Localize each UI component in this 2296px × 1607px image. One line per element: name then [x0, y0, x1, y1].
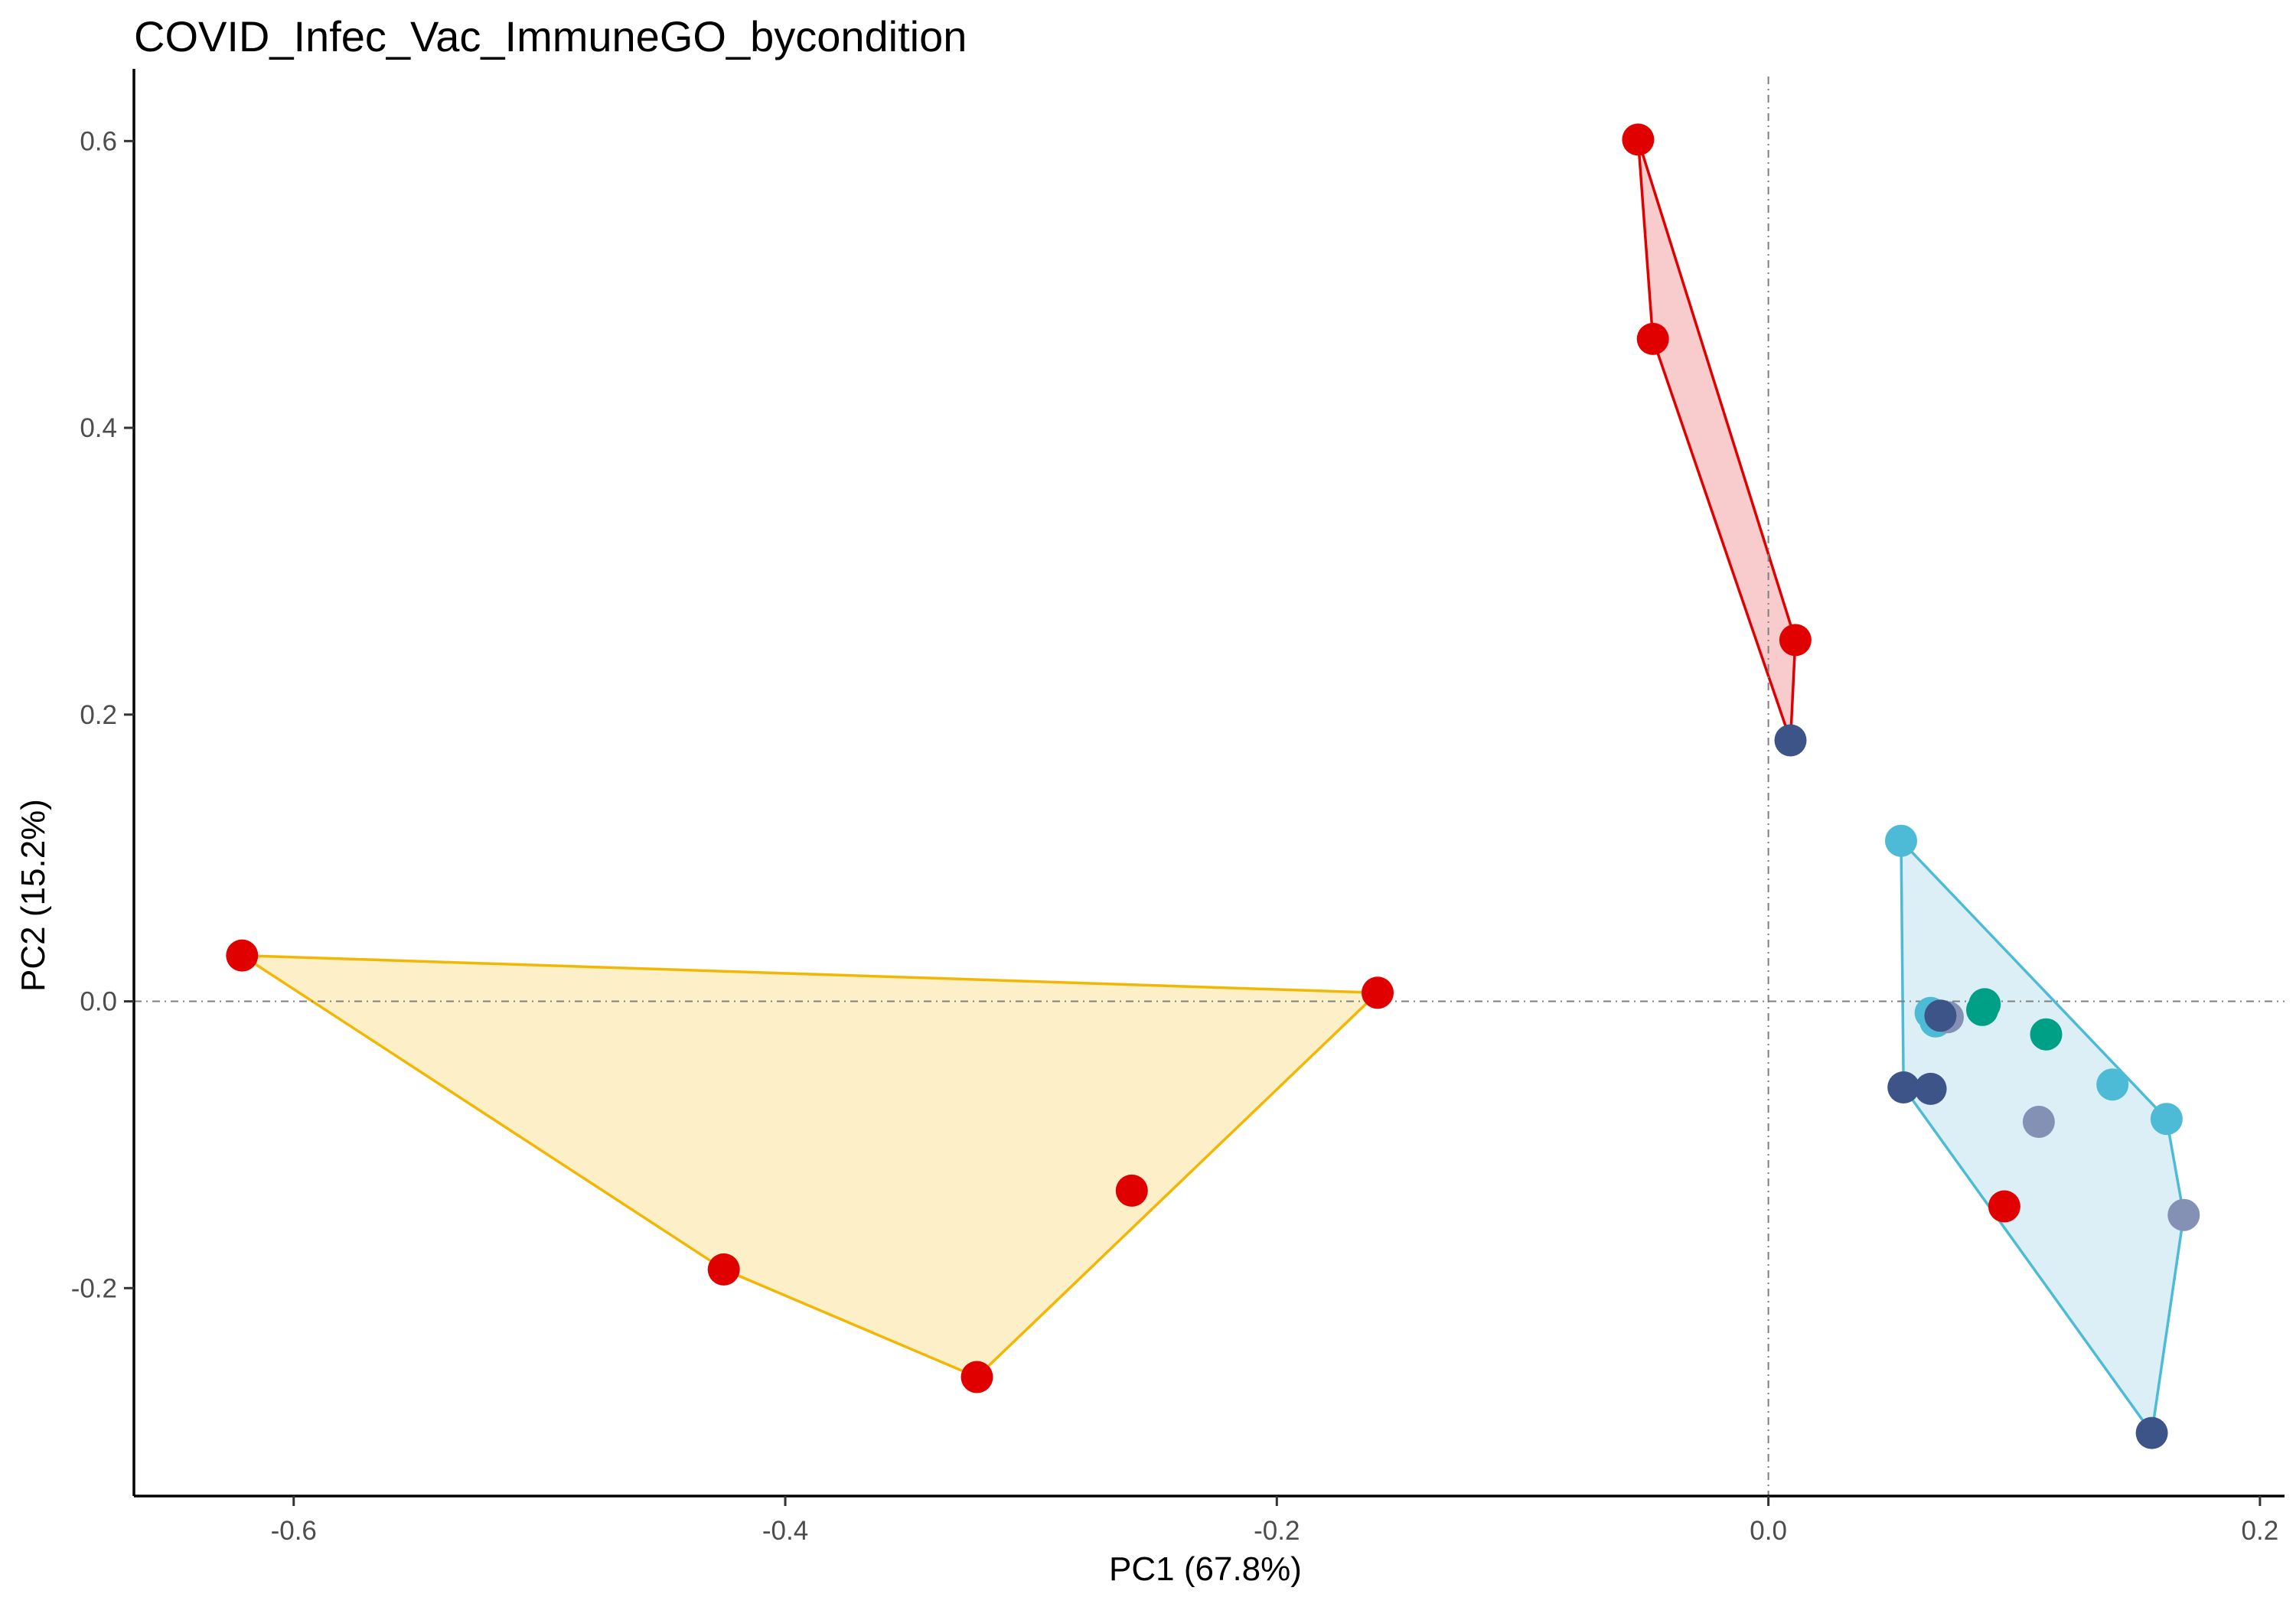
data-point	[1115, 1174, 1148, 1207]
point-layer	[226, 123, 2200, 1449]
y-tick-label: 0.2	[80, 700, 117, 730]
reference-lines	[134, 77, 2285, 1496]
y-axis-title: PC2 (15.2%)	[15, 799, 52, 992]
data-point	[1636, 322, 1669, 355]
data-point	[2150, 1103, 2183, 1136]
data-point	[2022, 1106, 2055, 1138]
x-tick-label: 0.2	[2242, 1516, 2279, 1546]
cluster-hull-1	[240, 953, 1379, 1379]
data-point	[707, 1253, 740, 1286]
y-tick-label: 0.4	[80, 413, 117, 443]
data-point	[1966, 993, 1998, 1026]
cluster-hull-2	[1636, 138, 1797, 742]
y-tick-label: -0.2	[71, 1273, 117, 1303]
y-axis-ticks: -0.2 0.0 0.2 0.4 0.6	[71, 126, 134, 1303]
x-axis-title: PC1 (67.8%)	[1109, 1550, 1302, 1588]
data-point	[960, 1361, 993, 1393]
x-tick-label: -0.6	[271, 1516, 317, 1546]
data-point	[2167, 1198, 2200, 1231]
data-point	[1622, 123, 1655, 156]
chart-title: COVID_Infec_Vac_ImmuneGO_bycondition	[134, 12, 967, 60]
data-point	[1362, 976, 1394, 1009]
data-point	[2096, 1068, 2129, 1101]
data-point	[1887, 1071, 1920, 1103]
data-point	[1779, 624, 1812, 657]
data-point	[1924, 999, 1957, 1032]
x-axis-ticks: -0.6 -0.4 -0.2 0.0 0.2	[271, 1496, 2279, 1546]
x-tick-label: 0.0	[1750, 1516, 1787, 1546]
data-point	[1914, 1072, 1947, 1105]
data-point	[2135, 1416, 2168, 1449]
hull-layer	[240, 138, 2186, 1435]
y-tick-label: 0.6	[80, 126, 117, 156]
data-point	[1988, 1190, 2020, 1223]
data-point	[1774, 724, 1807, 757]
data-point	[1885, 824, 1917, 857]
data-point	[2030, 1018, 2063, 1051]
x-tick-label: -0.2	[1254, 1516, 1300, 1546]
data-point	[226, 939, 259, 972]
x-tick-label: -0.4	[762, 1516, 808, 1546]
y-tick-label: 0.0	[80, 987, 117, 1017]
